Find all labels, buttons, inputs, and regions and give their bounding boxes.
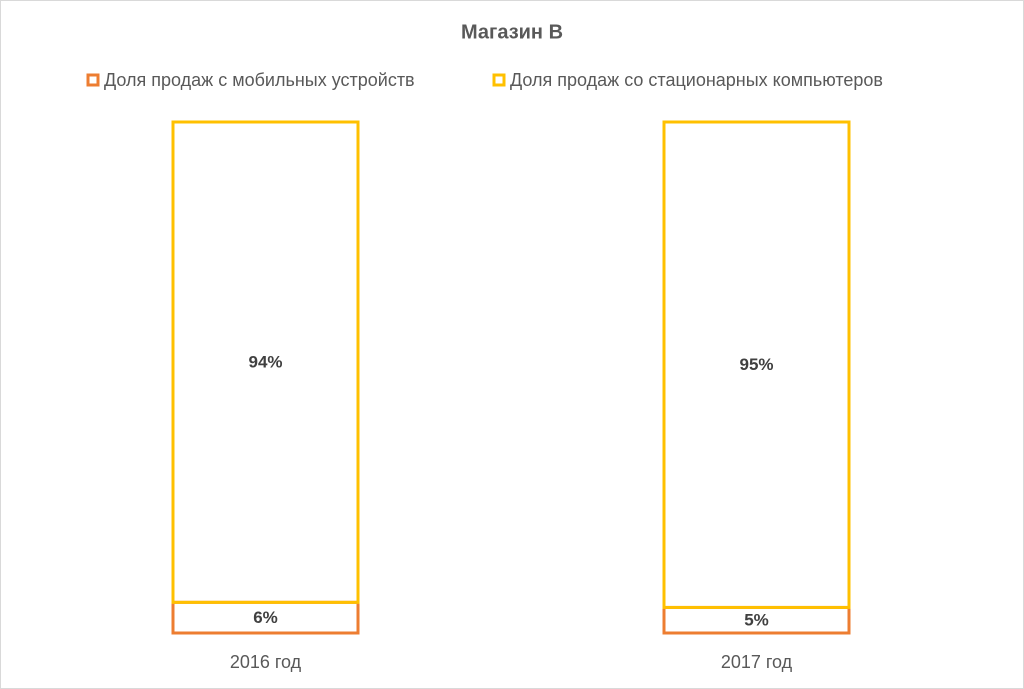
bar-segment xyxy=(662,120,851,609)
data-label: 95% xyxy=(739,355,773,374)
chart-title: Магазин B xyxy=(461,21,563,43)
data-label: 5% xyxy=(744,611,769,630)
legend-marker xyxy=(492,73,506,87)
data-label: 6% xyxy=(253,608,278,627)
data-label: 94% xyxy=(248,353,282,372)
legend-label: Доля продаж со стационарных компьютеров xyxy=(510,70,883,90)
bar-segment xyxy=(171,120,360,604)
x-tick-label: 2016 год xyxy=(230,652,302,672)
legend-label: Доля продаж с мобильных устройств xyxy=(104,70,415,90)
x-tick-label: 2017 год xyxy=(721,652,793,672)
legend-marker xyxy=(86,73,100,87)
